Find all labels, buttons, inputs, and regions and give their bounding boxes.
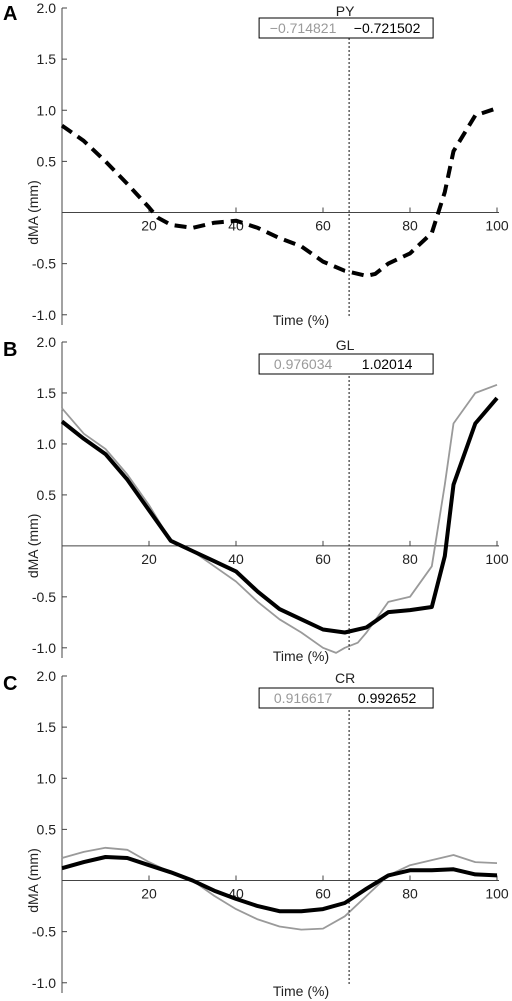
y-tick-label: 1.0 (37, 102, 57, 118)
y-axis-label: dMA (mm) (25, 848, 41, 913)
x-axis-label: Time (%) (273, 983, 329, 999)
x-axis-label: Time (%) (273, 648, 329, 664)
y-axis-label: dMA (mm) (25, 514, 41, 579)
legend-value-gray: 0.916617 (274, 690, 333, 706)
y-tick-label: 1.5 (37, 719, 57, 735)
x-tick-label: 60 (315, 886, 331, 902)
y-tick-label: -1.0 (32, 640, 56, 656)
x-tick-label: 60 (315, 551, 331, 567)
x-tick-label: 80 (402, 218, 418, 234)
x-tick-label: 100 (485, 886, 509, 902)
y-tick-label: 1.5 (37, 385, 57, 401)
value-legend: −0.714821 −0.721502 (258, 17, 434, 39)
x-axis-label: Time (%) (273, 312, 329, 328)
panel-label: C (3, 673, 17, 695)
x-tick-label: 20 (141, 218, 157, 234)
panel-label: A (3, 3, 17, 25)
legend-value-black: 0.992652 (358, 690, 417, 706)
y-tick-label: -0.5 (32, 256, 56, 272)
series-line-2 (60, 396, 499, 635)
chart-title: PY (336, 3, 355, 19)
y-tick-label: 1.0 (37, 436, 57, 452)
chart-panel-b: B 2.0 1.5 1.0 0.5 -0.5 -1.0 20 40 60 80 100 dMA (mm)… (3, 334, 509, 664)
value-legend-box (258, 17, 434, 39)
legend-value-gray: 0.976034 (274, 356, 333, 372)
chart-title: CR (335, 670, 355, 686)
x-tick-label: 100 (485, 218, 509, 234)
y-tick-label: -0.5 (32, 589, 56, 605)
series-line-1 (61, 383, 498, 654)
value-legend: 0.916617 0.992652 (258, 687, 434, 709)
y-tick-label: -1.0 (32, 975, 56, 991)
legend-value-black: −0.721502 (354, 20, 421, 36)
x-tick-label: 20 (141, 886, 157, 902)
y-tick-label: 0.5 (37, 821, 57, 837)
x-tick-label: 40 (228, 551, 244, 567)
legend-value-black: 1.02014 (362, 356, 413, 372)
y-tick-label: -1.0 (32, 307, 56, 323)
y-tick-label: 2.0 (37, 0, 57, 16)
y-tick-label: 0.5 (37, 153, 57, 169)
series-line-1 (60, 106, 498, 278)
x-tick-label: 60 (315, 218, 331, 234)
y-tick-label: 2.0 (37, 668, 57, 684)
value-legend: 0.976034 1.02014 (258, 353, 434, 375)
value-legend-box (258, 353, 434, 375)
chart-title: GL (336, 337, 355, 353)
y-tick-label: 1.0 (37, 770, 57, 786)
y-axis-label: dMA (mm) (25, 180, 41, 245)
series-line-2 (61, 855, 498, 914)
legend-value-gray: −0.714821 (270, 20, 337, 36)
x-tick-label: 80 (402, 886, 418, 902)
y-tick-label: -0.5 (32, 924, 56, 940)
x-tick-label: 100 (485, 551, 509, 567)
x-tick-label: 80 (402, 551, 418, 567)
series-line-1 (61, 846, 498, 931)
y-tick-label: 1.5 (37, 51, 57, 67)
x-tick-label: 20 (141, 551, 157, 567)
y-tick-label: 0.5 (37, 487, 57, 503)
panel-label: B (3, 339, 17, 361)
value-legend-box (258, 687, 434, 709)
y-tick-label: 2.0 (37, 334, 57, 350)
